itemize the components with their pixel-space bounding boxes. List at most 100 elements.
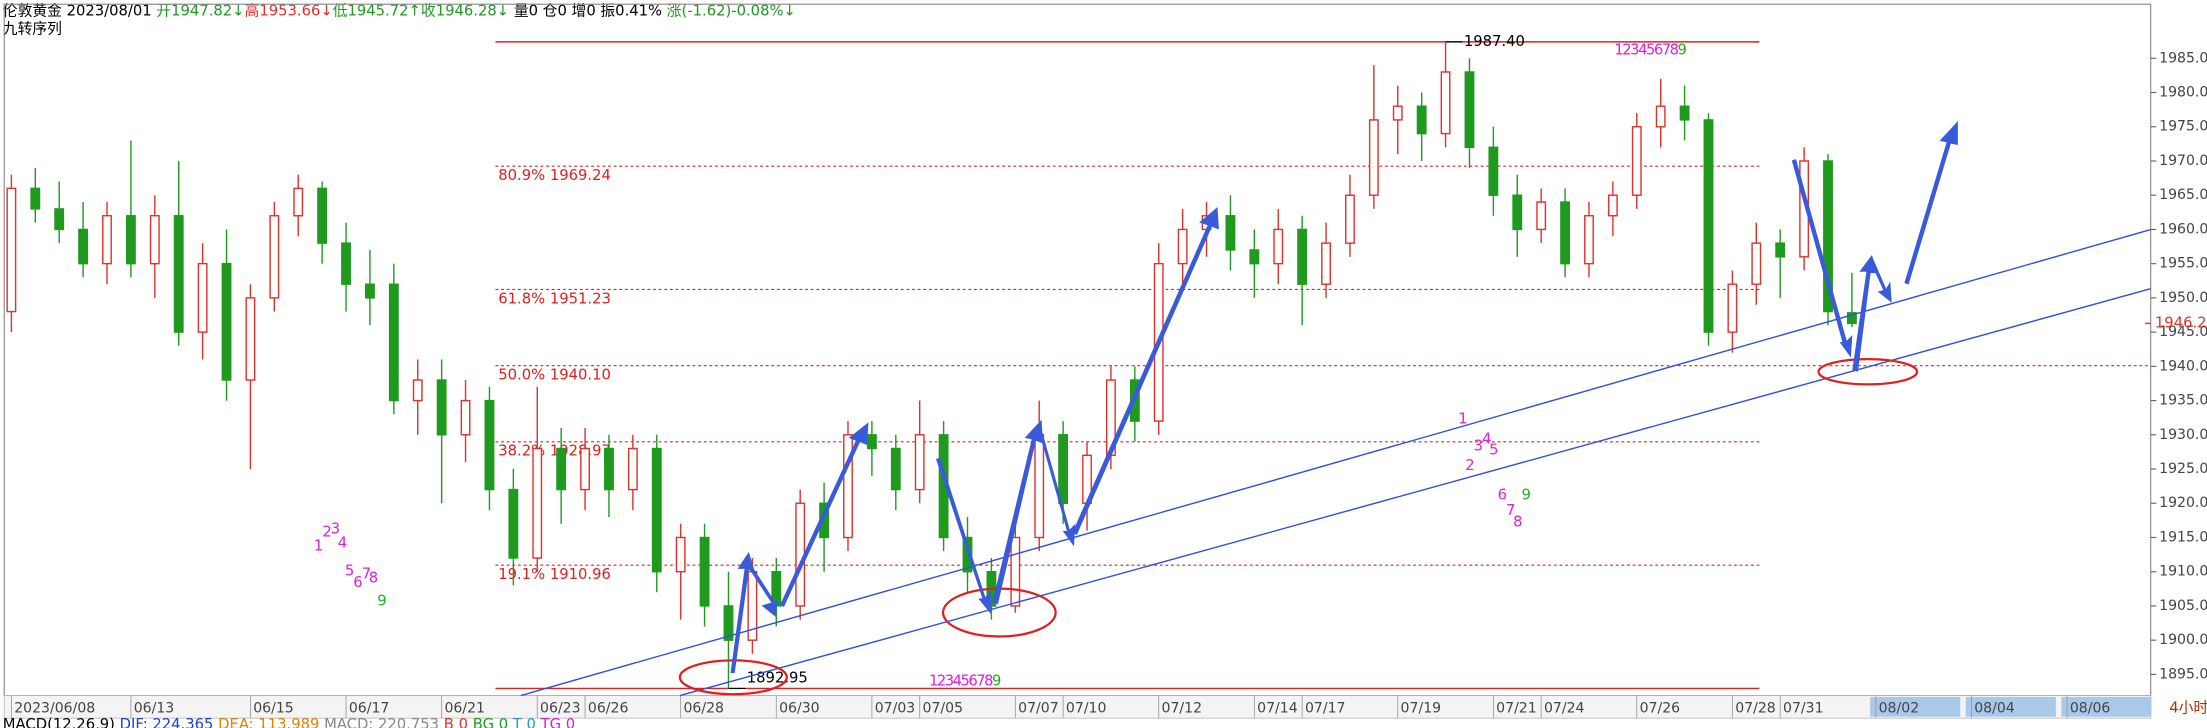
td-digit: 8 [984, 673, 993, 690]
x-tick-label: 06/26 [588, 700, 629, 716]
arrow [1904, 121, 1958, 285]
fib-label: 50.0% 1940.10 [498, 367, 611, 384]
x-tick-label: 07/14 [1257, 700, 1298, 716]
x-tick-label: 07/24 [1544, 700, 1585, 716]
x-tick-label: 06/28 [683, 700, 724, 716]
candle-body [1512, 194, 1523, 231]
quote-line: 伦敦黄金 2023/08/01 开1947.82↓高1953.66↓低1945.… [3, 2, 796, 19]
candle-body [30, 187, 41, 210]
candle-body [1655, 105, 1666, 128]
x-tick-label: 07/05 [923, 700, 964, 716]
candle-body [651, 447, 662, 573]
td-digit: 2 [322, 523, 331, 540]
candle-body [604, 447, 614, 491]
td-digit: 2 [937, 673, 946, 690]
td-digit: 2 [1465, 457, 1474, 474]
x-tick-label: 06/17 [349, 700, 390, 716]
candle-body [1584, 215, 1594, 265]
x-tick-label: 08/06 [2070, 700, 2111, 716]
arrow [747, 563, 779, 617]
candle-body [1488, 146, 1499, 196]
x-tick-label: 07/03 [875, 700, 916, 716]
candle-body [1177, 228, 1188, 265]
plot-frame [3, 3, 2152, 697]
candle-body [125, 215, 136, 265]
y-tick-label: 1935.00 [2159, 393, 2207, 409]
candle-body [1751, 242, 1762, 285]
fib-label: 38.2% 1928.97 [498, 443, 611, 460]
td-digit: 7 [976, 673, 985, 690]
candle-body [1679, 105, 1690, 121]
td-digit: 8 [1513, 513, 1522, 530]
arrow [1869, 256, 1892, 303]
candle-body [460, 399, 471, 436]
candle-body [1058, 434, 1069, 504]
trend-line [679, 287, 2151, 697]
x-tick-label: 08/02 [1879, 700, 1920, 716]
date: 2023/08/01 [67, 2, 152, 19]
td-digit: 7 [362, 566, 371, 583]
td-digit: 7 [1662, 42, 1671, 59]
macd-t: T 0 [512, 716, 536, 728]
candle-body [1631, 126, 1642, 196]
macd-name: MACD(12,26,9) [3, 716, 115, 728]
increase: 增0 [572, 2, 596, 19]
candle-body [1225, 215, 1236, 251]
y-tick-label: 1975.00 [2159, 119, 2207, 135]
y-tick-label: 1945.00 [2159, 324, 2207, 340]
td-digit: 3 [945, 673, 954, 690]
y-tick-label: 1970.00 [2159, 153, 2207, 169]
td-digit: 4 [953, 673, 962, 690]
td-digit: 9 [992, 673, 1001, 690]
candle-body [1273, 228, 1284, 265]
td-digit: 9 [1522, 487, 1531, 504]
arrow [1038, 429, 1076, 547]
candle-body [532, 447, 543, 559]
macd-b: B 0 [444, 716, 468, 728]
x-tick-label: 06/21 [444, 700, 485, 716]
y-tick-label: 1925.00 [2159, 461, 2207, 477]
candle-body [221, 262, 232, 381]
candle-body [795, 502, 806, 607]
candle-body [580, 447, 590, 491]
y-tick-label: 1940.00 [2159, 358, 2207, 374]
candle-body [1560, 201, 1571, 265]
x-tick-label: 06/13 [134, 700, 175, 716]
candle-body [843, 434, 853, 539]
candle-body [1010, 536, 1021, 607]
high: 高1953.66↓ [245, 2, 333, 19]
td-digit: 5 [1646, 42, 1655, 59]
arrow [1072, 206, 1219, 536]
candle-body [197, 262, 208, 333]
macd-value: MACD: 220.753 [324, 716, 439, 728]
candle-body [388, 283, 399, 402]
x-tick-label: 07/21 [1496, 700, 1537, 716]
candle-body [484, 399, 495, 491]
x-tick-label: 06/23 [540, 700, 581, 716]
td-digit: 8 [369, 570, 378, 587]
candle-body [341, 242, 351, 285]
candle-body [1823, 160, 1833, 313]
y-tick-label: 1905.00 [2159, 598, 2207, 614]
future-date-box [1870, 697, 1961, 717]
future-date-box [1965, 697, 2056, 717]
td-digit: 6 [1498, 487, 1507, 504]
candle-body [412, 379, 423, 402]
open: 开1947.82↓ [156, 2, 244, 19]
arrow [936, 457, 991, 614]
y-tick-label: 1920.00 [2159, 495, 2207, 511]
fib-label: 19.1% 1910.96 [498, 566, 611, 583]
arrow [992, 419, 1043, 605]
y-tick-label: 1960.00 [2159, 221, 2207, 237]
symbol: 伦敦黄金 [3, 2, 62, 19]
td-digit: 1 [929, 673, 938, 690]
candle-body [102, 215, 112, 265]
td-digit: 3 [1630, 42, 1639, 59]
candle-body [1464, 71, 1475, 148]
period: 4小时 [2169, 699, 2207, 716]
close: 收1946.28↓ [421, 2, 509, 19]
x-tick-label: 07/12 [1162, 700, 1203, 716]
td-digit: 4 [338, 535, 347, 552]
